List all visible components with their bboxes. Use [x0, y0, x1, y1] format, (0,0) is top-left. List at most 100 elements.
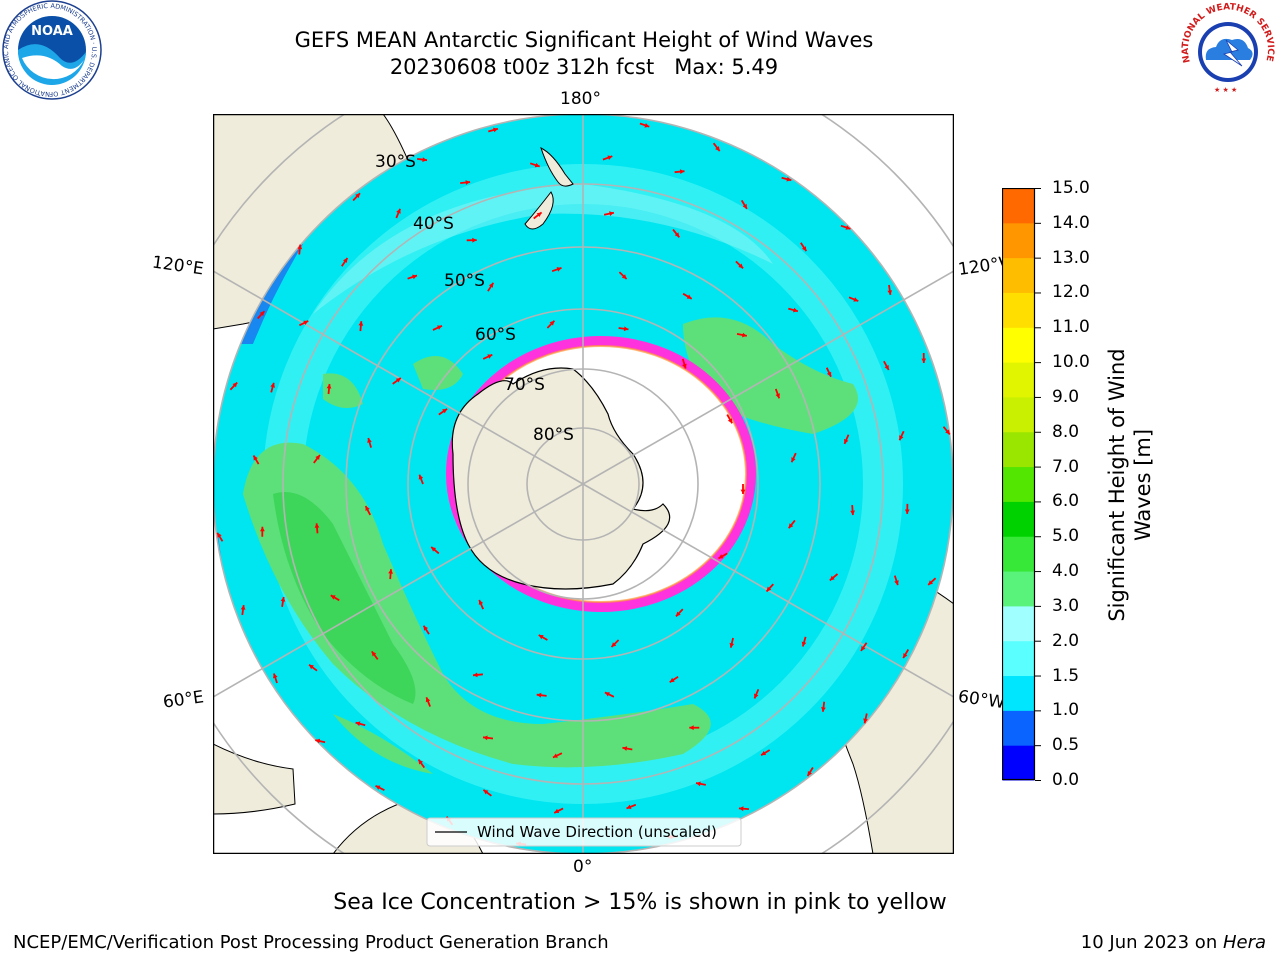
wind-arrow-head — [396, 208, 401, 214]
colorbar-tick-label: 0.5 — [1052, 735, 1080, 756]
polar-map: 30°S 40°S 50°S 60°S 70°S 80°S Wind Wave … — [213, 114, 954, 854]
wind-arrow-head — [423, 625, 428, 631]
wind-arrow-head — [355, 721, 361, 727]
wind-arrow-head — [626, 804, 632, 809]
wind-arrow-head — [738, 263, 744, 269]
colorbar-segment — [1002, 605, 1035, 642]
wind-arrow-head — [552, 753, 558, 758]
wind-arrow-head — [422, 157, 427, 162]
legend-label: Wind Wave Direction (unscaled) — [477, 823, 717, 841]
colorbar-tick-label: 12.0 — [1052, 282, 1090, 303]
sea-ice-note: Sea Ice Concentration > 15% is shown in … — [333, 890, 947, 915]
colorbar-tick-label: 10.0 — [1052, 352, 1090, 373]
wind-arrow-head — [821, 707, 826, 712]
lat-label-70s: 70°S — [504, 375, 545, 395]
wind-arrow-head — [280, 597, 286, 602]
colorbar-segment — [1002, 745, 1035, 781]
wind-arrow-head — [807, 771, 812, 776]
colorbar-segment — [1002, 536, 1035, 572]
colorbar-segment — [1002, 710, 1035, 746]
wind-arrow-head — [775, 393, 780, 399]
wind-arrow-head — [845, 225, 851, 230]
wind-arrow-head — [493, 127, 498, 133]
wind-arrow-head — [623, 326, 629, 332]
wind-arrow-head — [425, 697, 431, 703]
colorbar-segment — [1002, 640, 1035, 677]
colorbar-tick-label: 11.0 — [1052, 317, 1090, 338]
nws-logo: NATIONAL WEATHER SERVICE ★ ★ ★ — [1181, 2, 1275, 98]
wind-arrow-head — [686, 294, 692, 299]
wind-arrow-head — [682, 363, 687, 369]
wind-arrow-head — [260, 526, 265, 532]
wind-arrow-head — [240, 605, 246, 610]
colorbar-segment — [1002, 675, 1035, 711]
wind-arrow-head — [259, 311, 265, 316]
wind-arrow-head — [556, 267, 562, 272]
wind-arrow-head — [609, 211, 614, 216]
wind-arrow-head — [375, 785, 381, 790]
colorbar-segment — [1002, 327, 1035, 363]
wind-arrow-head — [412, 274, 417, 280]
colorbar-segment — [1002, 571, 1035, 607]
wind-arrow-head — [487, 354, 493, 359]
colorbar-segment — [1002, 466, 1035, 502]
wind-arrow-head — [826, 371, 832, 377]
wind-arrow-head — [371, 651, 377, 657]
wind-arrow-head — [689, 725, 694, 731]
wind-arrow-head — [727, 418, 733, 424]
wind-arrow-head — [738, 806, 744, 812]
wind-arrow-head — [418, 759, 423, 765]
wind-arrow-head — [297, 244, 303, 250]
wind-arrow-head — [861, 646, 866, 651]
wind-arrow-head — [534, 162, 540, 168]
wind-arrow-head — [326, 384, 332, 389]
wind-arrow-head — [884, 365, 889, 370]
wind-arrow-head — [754, 693, 759, 699]
chart-subtitle: 20230608 t00z 312h fcst Max: 5.49 — [389, 55, 779, 79]
wind-arrow-head — [388, 569, 393, 574]
wind-arrow-head — [715, 146, 720, 152]
wind-arrow-head — [554, 808, 560, 813]
new-zealand-south — [524, 191, 554, 230]
colorbar-tick-label: 6.0 — [1052, 491, 1080, 512]
wind-arrow-head — [844, 438, 849, 444]
wind-arrow-head — [549, 320, 555, 326]
date-text: 10 Jun 2023 on — [1080, 932, 1223, 953]
wind-arrow-head — [309, 664, 314, 670]
wind-arrow-head — [904, 509, 910, 514]
wind-arrow-head — [696, 781, 701, 787]
wind-arrow-head — [921, 358, 927, 363]
wind-arrow-head — [472, 237, 477, 243]
wind-arrow-head — [740, 489, 746, 494]
wind-arrow-head — [899, 435, 904, 441]
colorbar-tick-label: 8.0 — [1052, 421, 1080, 442]
lon-label-180: 180° — [560, 89, 601, 109]
wind-arrow-head — [607, 155, 613, 160]
wind-arrow-head — [483, 735, 488, 741]
wind-arrow-head — [894, 580, 899, 586]
svg-text:★ ★ ★: ★ ★ ★ — [1214, 86, 1237, 94]
new-zealand-north — [540, 147, 574, 187]
madagascar-land — [213, 743, 296, 815]
wind-arrow-head — [850, 510, 855, 516]
colorbar-tick-label: 7.0 — [1052, 456, 1080, 477]
colorbar-label-line2: Waves [m] — [1131, 428, 1155, 542]
colorbar-segment — [1002, 362, 1035, 398]
wind-arrow-head — [611, 642, 617, 647]
colorbar-segment — [1002, 292, 1035, 328]
wind-arrow-head — [232, 382, 238, 388]
wind-arrow-head — [644, 123, 650, 128]
wind-arrow-head — [676, 611, 681, 617]
wind-arrow-head — [766, 586, 772, 592]
wind-arrow-head — [742, 332, 747, 338]
lat-label-40s: 40°S — [413, 214, 454, 234]
wind-arrow-head — [669, 677, 675, 683]
wind-arrow-head — [488, 282, 494, 288]
wind-arrow-head — [791, 457, 796, 463]
wind-arrow-head — [674, 232, 680, 238]
colorbar-segment — [1002, 431, 1035, 468]
wind-arrow-head — [718, 554, 724, 559]
colorbar-segment — [1002, 396, 1035, 433]
swell-region-indian — [243, 442, 711, 768]
wind-arrow-head — [465, 180, 471, 185]
